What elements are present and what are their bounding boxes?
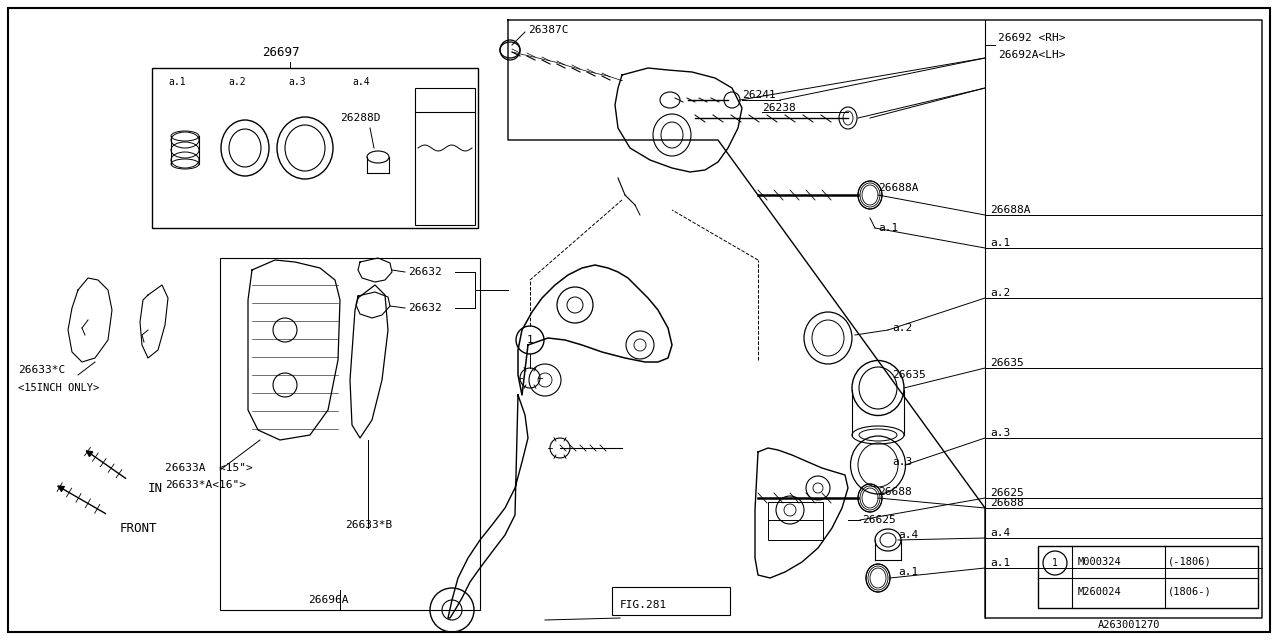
Text: a.1: a.1 <box>899 567 918 577</box>
Text: 26633*C: 26633*C <box>18 365 65 375</box>
Circle shape <box>1043 551 1068 575</box>
Text: 1: 1 <box>526 335 534 345</box>
Text: IN: IN <box>148 481 163 495</box>
Text: a.1: a.1 <box>989 558 1010 568</box>
Text: a.3: a.3 <box>892 457 913 467</box>
Text: a.1: a.1 <box>168 77 186 87</box>
Text: M000324: M000324 <box>1078 557 1121 567</box>
Text: a.3: a.3 <box>288 77 306 87</box>
Text: a.3: a.3 <box>989 428 1010 438</box>
Text: FIG.281: FIG.281 <box>620 600 667 610</box>
Text: 26688A: 26688A <box>989 205 1030 215</box>
Text: 1: 1 <box>1052 558 1059 568</box>
Text: <15INCH ONLY>: <15INCH ONLY> <box>18 383 100 393</box>
Text: 26688: 26688 <box>989 498 1024 508</box>
Text: 26633A  <15">: 26633A <15"> <box>165 463 252 473</box>
Bar <box>768 502 823 540</box>
Bar <box>1038 546 1258 608</box>
Text: 26688: 26688 <box>878 487 911 497</box>
Bar <box>415 88 475 225</box>
Text: (-1806): (-1806) <box>1169 557 1212 567</box>
Text: 26688A: 26688A <box>878 183 919 193</box>
Bar <box>152 68 477 228</box>
Text: 26625: 26625 <box>989 488 1024 498</box>
Text: FRONT: FRONT <box>120 522 157 534</box>
Text: 26635: 26635 <box>892 370 925 380</box>
Text: a.2: a.2 <box>989 288 1010 298</box>
Text: 26635: 26635 <box>989 358 1024 368</box>
Bar <box>220 258 480 610</box>
Text: a.4: a.4 <box>989 528 1010 538</box>
Text: a.2: a.2 <box>892 323 913 333</box>
Text: a.1: a.1 <box>989 238 1010 248</box>
Text: 26632: 26632 <box>408 267 442 277</box>
Text: 26696A: 26696A <box>308 595 348 605</box>
Text: a.1: a.1 <box>878 223 899 233</box>
Text: a.4: a.4 <box>352 77 370 87</box>
Text: (1806-): (1806-) <box>1169 587 1212 597</box>
Text: 26387C: 26387C <box>529 25 568 35</box>
Text: A263001270: A263001270 <box>1098 620 1161 630</box>
Text: 26632: 26632 <box>408 303 442 313</box>
Text: a.4: a.4 <box>899 530 918 540</box>
Text: 26288D: 26288D <box>340 113 380 123</box>
Text: 26692 <RH>: 26692 <RH> <box>998 33 1065 43</box>
Bar <box>612 587 730 615</box>
Text: 26625: 26625 <box>861 515 896 525</box>
Text: M260024: M260024 <box>1078 587 1121 597</box>
Text: a.2: a.2 <box>228 77 246 87</box>
Text: 26241: 26241 <box>742 90 776 100</box>
Text: 26238: 26238 <box>762 103 796 113</box>
Text: 26633*A<16">: 26633*A<16"> <box>165 480 246 490</box>
Text: 26633*B: 26633*B <box>346 520 392 530</box>
Text: 26692A<LH>: 26692A<LH> <box>998 50 1065 60</box>
Text: 26697: 26697 <box>262 45 300 58</box>
